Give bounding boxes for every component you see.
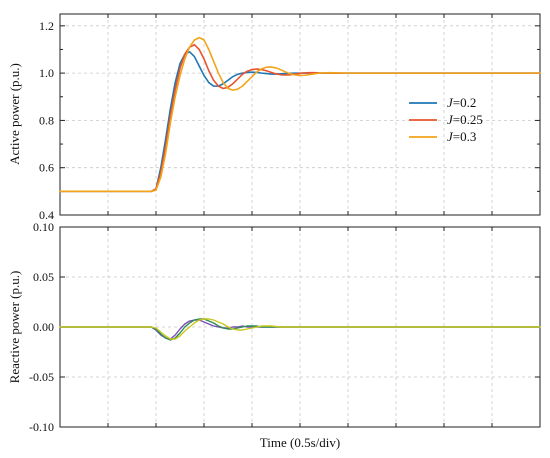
legend: J=0.2 J=0.25 J=0.3 — [409, 95, 483, 144]
active-power-y-tick-label: 1.0 — [39, 66, 54, 80]
reactive-power-y-ticks: 0.10 0.05 0.00 -0.05 -0.10 — [29, 220, 540, 434]
time-x-axis-label: Time (0.5s/div) — [260, 435, 340, 450]
legend-label-j02-symbol: J — [447, 95, 454, 110]
reactive-power-y-tick-label: -0.05 — [29, 370, 54, 384]
reactive-power-y-tick-label: 0.05 — [33, 270, 54, 284]
legend-label-j03-value: =0.3 — [453, 129, 477, 144]
legend-label-j02: J=0.2 — [447, 95, 476, 110]
legend-label-j025-value: =0.25 — [453, 112, 483, 127]
legend-item-j03: J=0.3 — [409, 129, 476, 144]
legend-item-j025: J=0.25 — [409, 112, 483, 127]
reactive-power-y-tick-label: 0.10 — [33, 220, 54, 234]
legend-label-j025: J=0.25 — [447, 112, 483, 127]
reactive-power-y-tick-label: 0.00 — [33, 320, 54, 334]
active-power-y-tick-label: 1.2 — [39, 19, 54, 33]
reactive-power-panel: 0.10 0.05 0.00 -0.05 -0.10 Reactive power (p… — [7, 220, 541, 450]
active-power-series-line-2 — [59, 36, 541, 193]
active-power-series-lines — [59, 36, 541, 193]
legend-item-j02: J=0.2 — [409, 95, 476, 110]
active-power-x-ticks — [59, 14, 541, 215]
active-power-y-axis-label: Active power (p.u.) — [7, 63, 22, 165]
reactive-power-series-line-2 — [59, 318, 541, 340]
active-power-y-tick-label: 0.6 — [39, 161, 54, 175]
legend-label-j02-value: =0.2 — [453, 95, 477, 110]
active-power-panel: 0.40.60.81.01.2 Active power (p.u.) J=0.… — [7, 13, 541, 222]
reactive-power-series-lines — [59, 318, 541, 341]
legend-label-j03-symbol: J — [447, 129, 454, 144]
active-power-y-tick-label: 0.8 — [39, 113, 54, 127]
active-power-y-tick-label: 0.4 — [39, 208, 54, 222]
reactive-power-y-tick-label: -0.10 — [29, 420, 54, 434]
legend-label-j025-symbol: J — [447, 112, 454, 127]
reactive-power-x-ticks — [59, 227, 541, 427]
reactive-power-y-axis-label: Reactive power (p.u.) — [7, 271, 22, 384]
legend-label-j03: J=0.3 — [447, 129, 476, 144]
